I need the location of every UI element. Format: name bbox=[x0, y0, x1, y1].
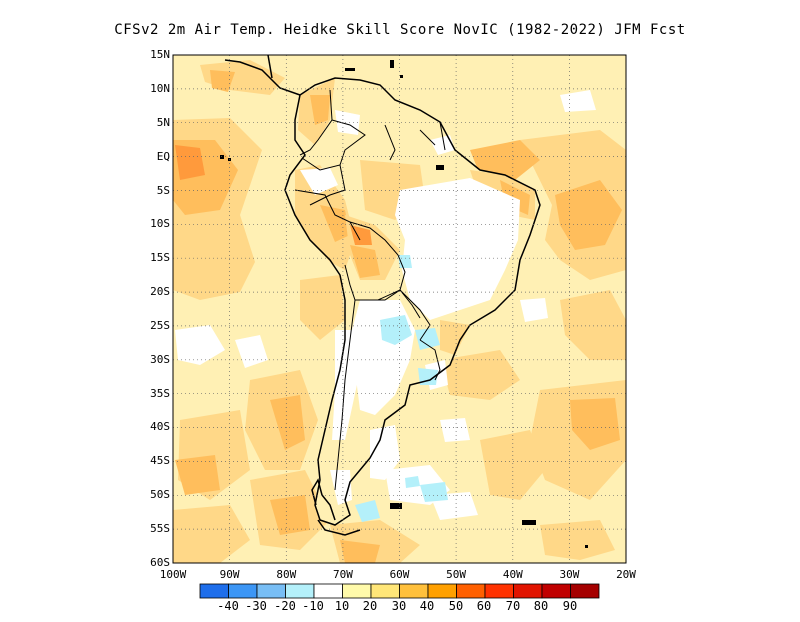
lon-label: 50W bbox=[446, 568, 467, 581]
lon-label: 30W bbox=[559, 568, 580, 581]
ocean-white-patches bbox=[175, 90, 596, 520]
country-borders bbox=[294, 89, 446, 491]
lat-label: 20S bbox=[150, 285, 170, 298]
lat-label: 55S bbox=[150, 522, 170, 535]
colorbar-swatch bbox=[399, 583, 429, 599]
lat-label: 40S bbox=[150, 420, 170, 433]
land-white-areas bbox=[300, 110, 520, 505]
colorbar-swatch bbox=[484, 583, 514, 599]
colorbar-swatch bbox=[228, 583, 258, 599]
colorbar-label: 50 bbox=[448, 599, 464, 613]
colorbar-label: -40 bbox=[217, 599, 239, 613]
colorbar-label: 10 bbox=[334, 599, 350, 613]
colorbar-label: 30 bbox=[391, 599, 407, 613]
lat-label: 60S bbox=[150, 556, 170, 569]
colorbar-label: -20 bbox=[274, 599, 296, 613]
colorbar-label: 70 bbox=[505, 599, 521, 613]
colorbar-label: 20 bbox=[362, 599, 378, 613]
lat-label: 45S bbox=[150, 454, 170, 467]
colorbar-swatch bbox=[456, 583, 486, 599]
colorbar-label: 40 bbox=[419, 599, 435, 613]
lat-label: 30S bbox=[150, 353, 170, 366]
lon-label: 100W bbox=[159, 568, 187, 581]
negative-skill-patches bbox=[355, 255, 448, 522]
colorbar-swatch bbox=[199, 583, 229, 599]
graticule bbox=[173, 55, 626, 563]
lat-label: 50S bbox=[150, 488, 170, 501]
colorbar-swatch bbox=[285, 583, 315, 599]
colorbar-swatch bbox=[256, 583, 286, 599]
lon-label: 20W bbox=[616, 568, 636, 581]
lat-label: EQ bbox=[156, 150, 170, 163]
lon-label: 60W bbox=[389, 568, 410, 581]
colorbar-label: 80 bbox=[533, 599, 549, 613]
lon-label: 80W bbox=[276, 568, 297, 581]
colorbar-swatch bbox=[427, 583, 457, 599]
colorbar-swatch bbox=[342, 583, 372, 599]
lat-label: 5N bbox=[156, 116, 170, 129]
colorbar-label: -30 bbox=[245, 599, 267, 613]
lat-label: 25S bbox=[150, 319, 170, 332]
ocean-shading bbox=[173, 60, 626, 563]
colorbar-swatch bbox=[570, 583, 600, 599]
lon-label: 70W bbox=[332, 568, 353, 581]
colorbar-swatch bbox=[541, 583, 571, 599]
lat-label: 35S bbox=[150, 387, 170, 400]
colorbar bbox=[199, 583, 600, 599]
lat-label: 5S bbox=[156, 184, 170, 197]
lon-label: 90W bbox=[219, 568, 240, 581]
colorbar-swatch bbox=[513, 583, 543, 599]
colorbar-label: 90 bbox=[562, 599, 578, 613]
colorbar-swatch bbox=[313, 583, 343, 599]
coastlines bbox=[224, 55, 541, 536]
colorbar-label: -10 bbox=[302, 599, 324, 613]
lat-label: 10S bbox=[150, 217, 170, 230]
colorbar-label: 60 bbox=[476, 599, 492, 613]
lat-label: 10N bbox=[150, 82, 170, 95]
map-title: CFSv2 2m Air Temp. Heidke Skill Score No… bbox=[114, 22, 686, 38]
lat-label: 15S bbox=[150, 251, 170, 264]
lat-label: 15N bbox=[150, 48, 170, 61]
map-frame bbox=[172, 54, 627, 564]
lon-label: 40W bbox=[502, 568, 523, 581]
colorbar-swatch bbox=[370, 583, 400, 599]
